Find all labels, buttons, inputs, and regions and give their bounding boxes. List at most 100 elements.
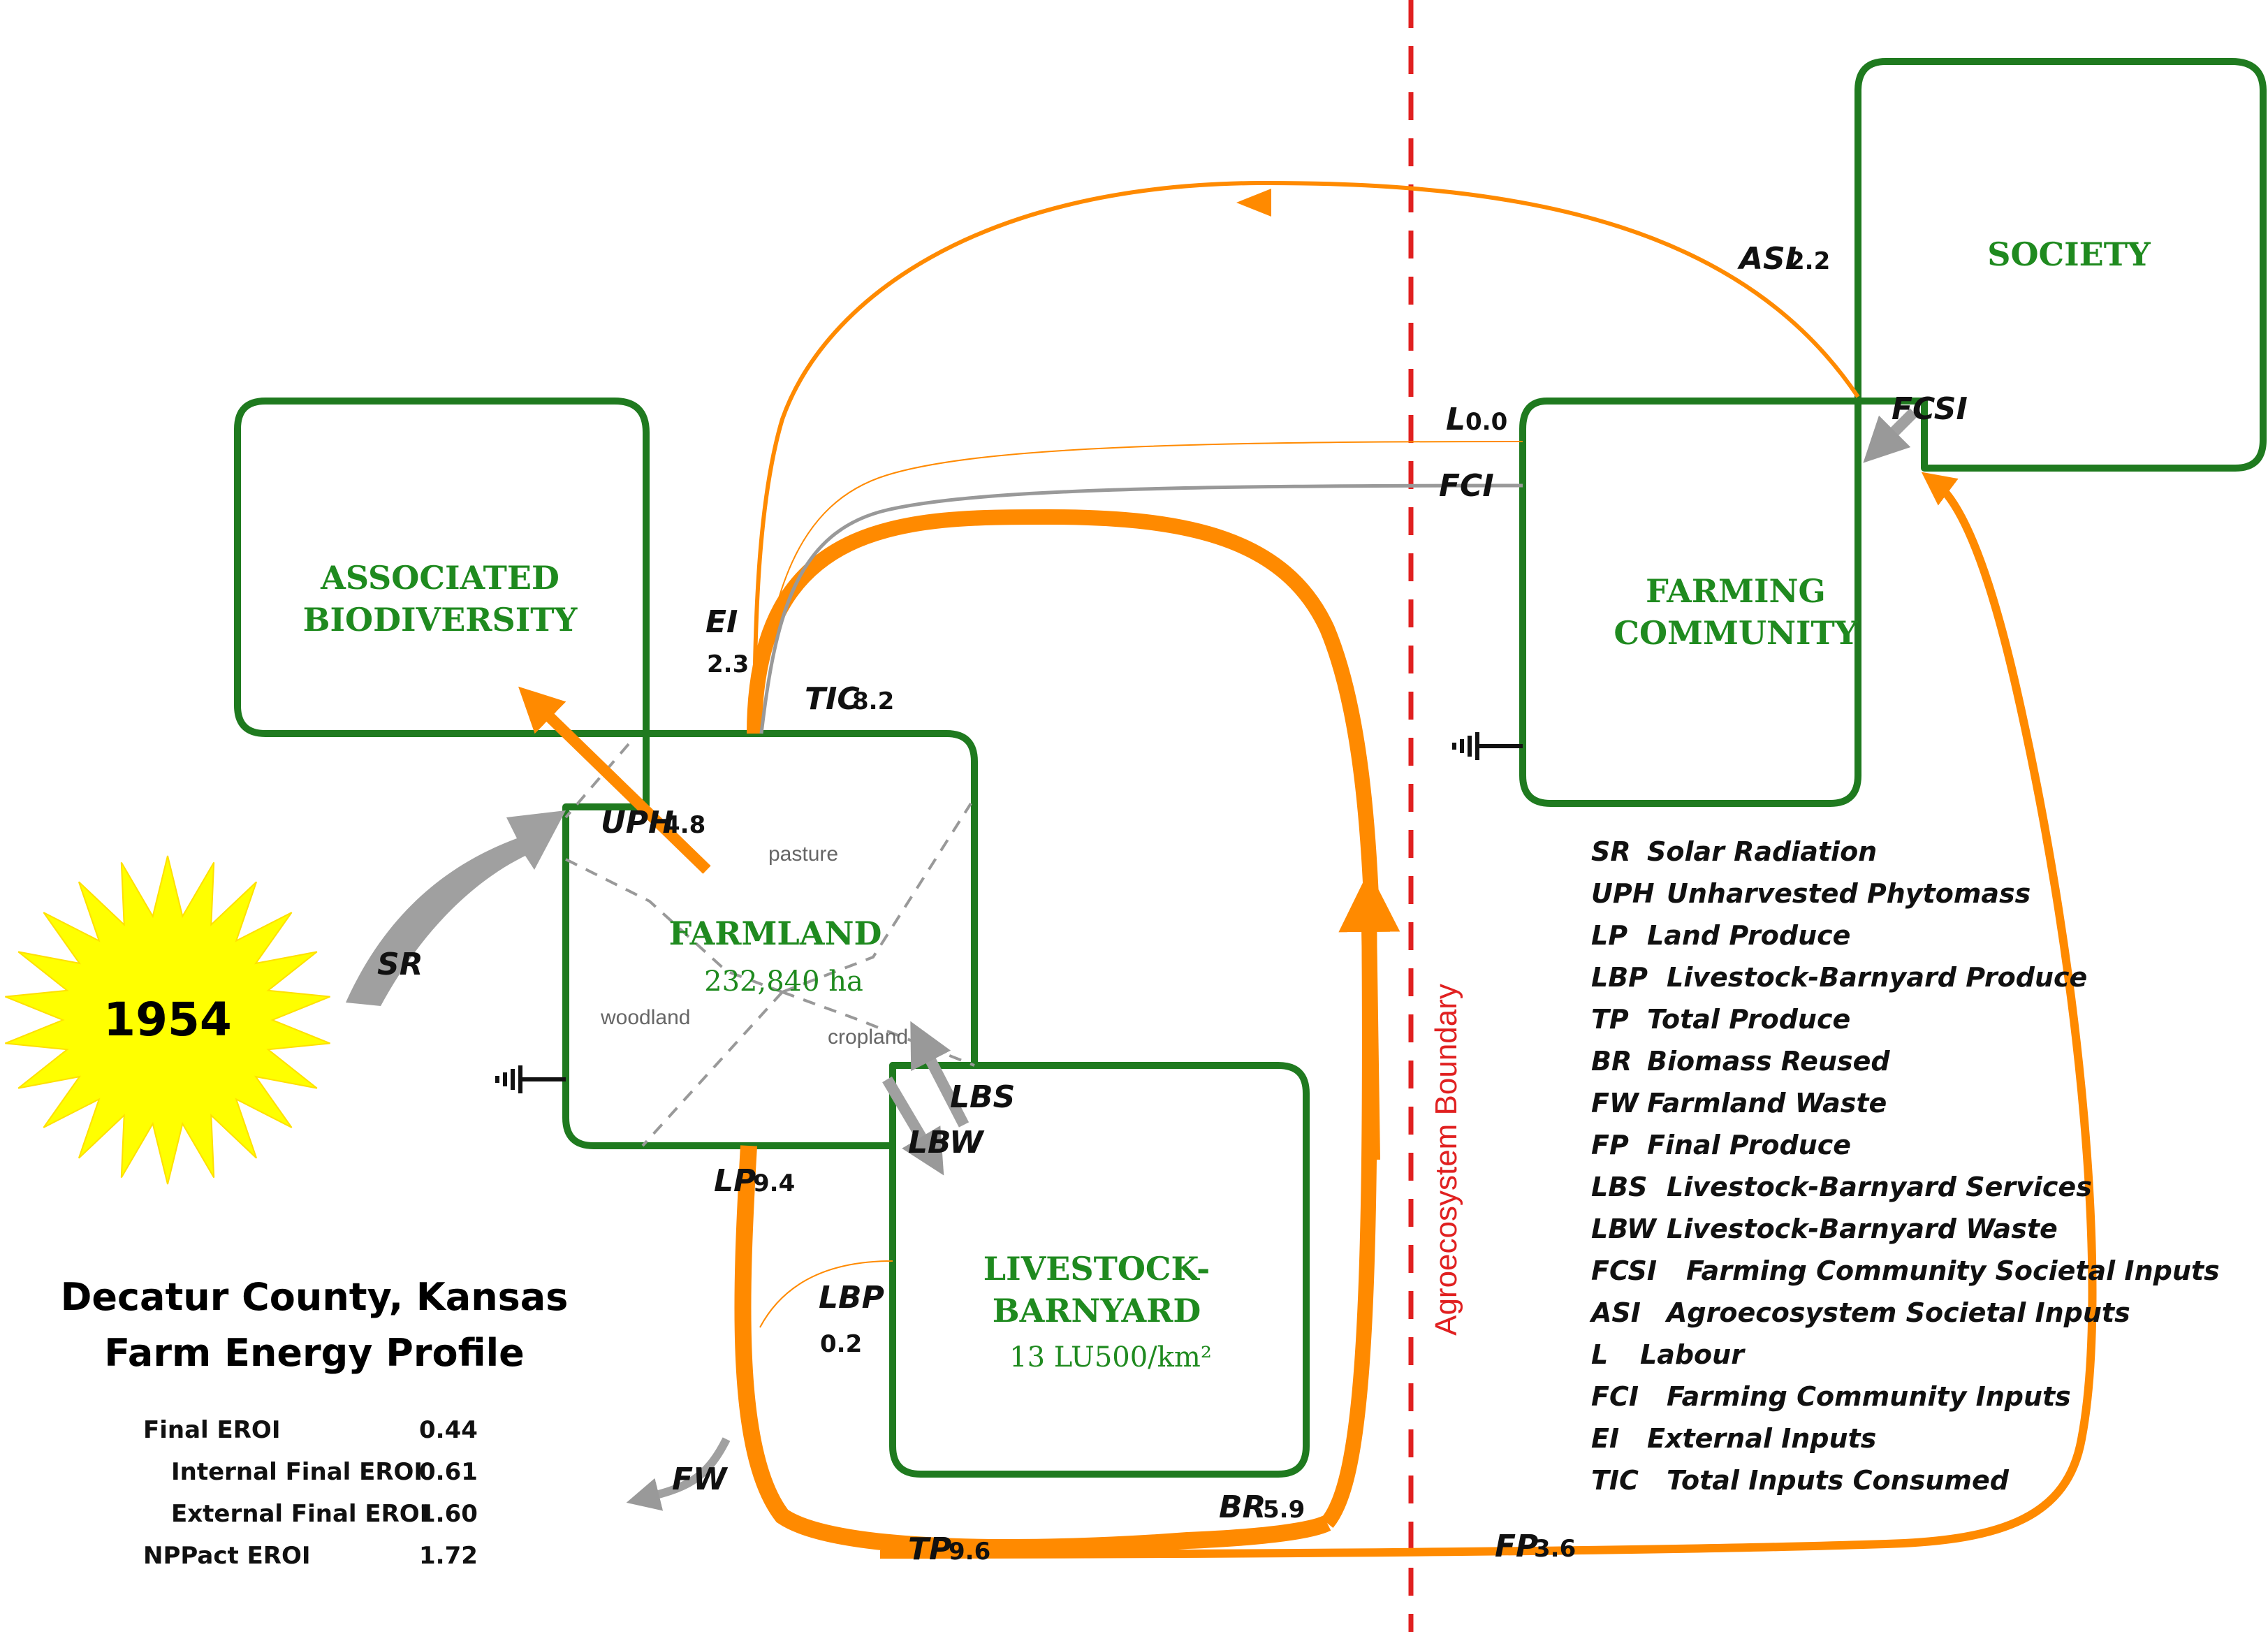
legend-desc: Unharvested Phytomass xyxy=(1667,878,2031,909)
legend-desc: Labour xyxy=(1640,1339,1746,1370)
lbw-arrow xyxy=(882,1076,944,1176)
eroi-label: Internal Final EROI xyxy=(171,1458,423,1486)
legend-desc: Livestock-Barnyard Waste xyxy=(1667,1214,2058,1244)
eroi-label: Final EROI xyxy=(143,1416,280,1444)
legend-desc: Agroecosystem Societal Inputs xyxy=(1665,1297,2130,1328)
associated-biodiversity-title-2: BIODIVERSITY xyxy=(303,601,578,639)
legend-abbr: BR xyxy=(1591,1046,1632,1077)
asi-flow xyxy=(752,180,1860,734)
sun-icon: 1954 xyxy=(5,855,330,1185)
tp-flow xyxy=(734,1145,1331,1556)
lbs-arrow xyxy=(910,1021,970,1128)
br-flow xyxy=(1321,870,1400,1529)
farmland-ground-icon xyxy=(495,1065,566,1093)
asi-label: ASI xyxy=(1737,241,1797,277)
sr-arrow xyxy=(346,810,566,1006)
sr-label: SR xyxy=(377,947,423,982)
legend-abbr: LP xyxy=(1591,920,1627,951)
lbp-label: LBP xyxy=(819,1280,884,1316)
livestock-barnyard-box xyxy=(889,1062,1310,1478)
eroi-value: 1.72 xyxy=(419,1542,478,1570)
legend-abbr: L xyxy=(1591,1339,1608,1370)
legend-abbr: EI xyxy=(1591,1423,1619,1454)
fp-flow xyxy=(879,472,2097,1559)
year-label: 1954 xyxy=(103,993,232,1047)
legend-abbr: UPH xyxy=(1591,878,1655,909)
livestock-density: 13 LU500/km² xyxy=(1009,1341,1212,1374)
fci-flow xyxy=(759,483,1523,734)
livestock-title-1: LIVESTOCK- xyxy=(983,1250,1210,1288)
tic-label: TIC xyxy=(805,681,860,717)
lbs-label: LBS xyxy=(950,1079,1015,1115)
br-value: 5.9 xyxy=(1263,1496,1305,1524)
fp-label: FP xyxy=(1495,1529,1538,1564)
farming-community-title-2: COMMUNITY xyxy=(1614,614,1858,652)
legend-desc: Farmland Waste xyxy=(1647,1088,1887,1119)
lp-label: LP xyxy=(714,1163,756,1199)
community-ground-icon xyxy=(1452,732,1523,760)
tic-value: 8.2 xyxy=(852,687,894,715)
uph-arrow xyxy=(518,686,711,874)
eroi-label: External Final EROI xyxy=(171,1500,428,1528)
associated-biodiversity-box xyxy=(234,398,650,737)
legend-desc: Total Produce xyxy=(1647,1004,1850,1035)
legend-abbr: TIC xyxy=(1591,1465,1639,1496)
legend: SR Solar Radiation UPH Unharvested Phytomas… xyxy=(1589,836,2220,1496)
eroi-value: 1.60 xyxy=(419,1500,478,1528)
farmland-area: 232,840 ha xyxy=(704,966,863,998)
asi-value: 2.2 xyxy=(1788,247,1830,275)
zone-woodland: woodland xyxy=(600,1006,690,1029)
legend-abbr: LBS xyxy=(1591,1172,1648,1202)
legend-desc: Final Produce xyxy=(1647,1130,1851,1160)
eroi-value: 0.44 xyxy=(419,1416,478,1444)
tp-label: TP xyxy=(908,1531,951,1567)
fw-arrow xyxy=(626,1437,731,1511)
lbp-flow xyxy=(759,1260,893,1328)
legend-abbr: SR xyxy=(1591,836,1631,867)
legend-abbr: LBW xyxy=(1591,1214,1658,1244)
legend-desc: Livestock-Barnyard Services xyxy=(1667,1172,2092,1202)
zone-cropland: cropland xyxy=(828,1026,908,1049)
uph-label: UPH xyxy=(601,805,674,840)
fcsi-arrow xyxy=(1863,408,1918,463)
legend-desc: Farming Community Inputs xyxy=(1667,1381,2071,1412)
legend-abbr: FCSI xyxy=(1591,1255,1657,1286)
legend-abbr: FP xyxy=(1591,1130,1629,1160)
l-value: 0.0 xyxy=(1465,408,1507,436)
legend-abbr: FW xyxy=(1591,1088,1640,1119)
boundary-label: Agroecosystem Boundary xyxy=(1429,984,1463,1336)
ei-label: EI xyxy=(705,604,738,640)
legend-desc: Total Inputs Consumed xyxy=(1667,1465,2010,1496)
zone-pasture: pasture xyxy=(768,843,838,866)
eroi-label: NPPact EROI xyxy=(143,1542,311,1570)
fci-label: FCI xyxy=(1439,468,1494,504)
livestock-title-2: BARNYARD xyxy=(993,1292,1201,1329)
society-title: SOCIETY xyxy=(1987,235,2151,273)
l-label: L xyxy=(1446,402,1465,437)
ei-value: 2.3 xyxy=(707,650,749,678)
lp-value: 9.4 xyxy=(753,1170,795,1197)
county-title: Decatur County, Kansas xyxy=(61,1275,569,1319)
uph-value: 4.8 xyxy=(664,811,705,839)
legend-desc: Farming Community Societal Inputs xyxy=(1686,1255,2220,1286)
br-label: BR xyxy=(1219,1489,1266,1525)
profile-title: Farm Energy Profile xyxy=(104,1331,525,1375)
asi-arrowhead xyxy=(1236,189,1271,217)
society-box xyxy=(1854,58,2267,472)
farming-community-box xyxy=(1519,398,1861,807)
legend-desc: Land Produce xyxy=(1647,920,1850,951)
lbw-label: LBW xyxy=(908,1125,985,1160)
fw-label: FW xyxy=(672,1462,729,1497)
tp-value: 9.6 xyxy=(949,1538,990,1566)
farmland-title: FARMLAND xyxy=(669,915,882,952)
tic-flow xyxy=(747,509,1380,930)
legend-abbr: ASI xyxy=(1589,1297,1641,1328)
eroi-value: 0.61 xyxy=(419,1458,478,1486)
l-flow xyxy=(755,441,1523,734)
legend-desc: Livestock-Barnyard Produce xyxy=(1667,962,2087,993)
fp-value: 3.6 xyxy=(1534,1535,1576,1563)
legend-abbr: FCI xyxy=(1591,1381,1639,1412)
farming-community-title-1: FARMING xyxy=(1646,572,1826,610)
